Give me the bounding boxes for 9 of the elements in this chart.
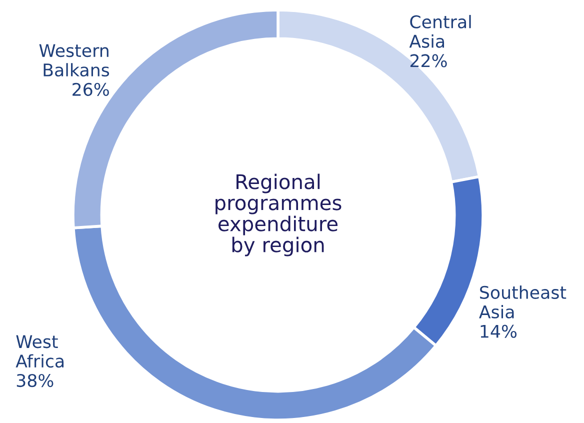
data-label: 38% <box>16 374 54 388</box>
data-label: 14% <box>480 324 517 338</box>
slice-label: Southeast Asia <box>479 286 566 318</box>
slice-label: Central Asia <box>409 14 471 48</box>
text: Regional programmes expenditure by region <box>216 174 342 256</box>
slice-label: Western Balkans <box>39 44 110 77</box>
data-label: 26% <box>72 82 109 96</box>
slice-label: West Africa <box>16 335 64 368</box>
data-label: 22% <box>410 54 447 68</box>
